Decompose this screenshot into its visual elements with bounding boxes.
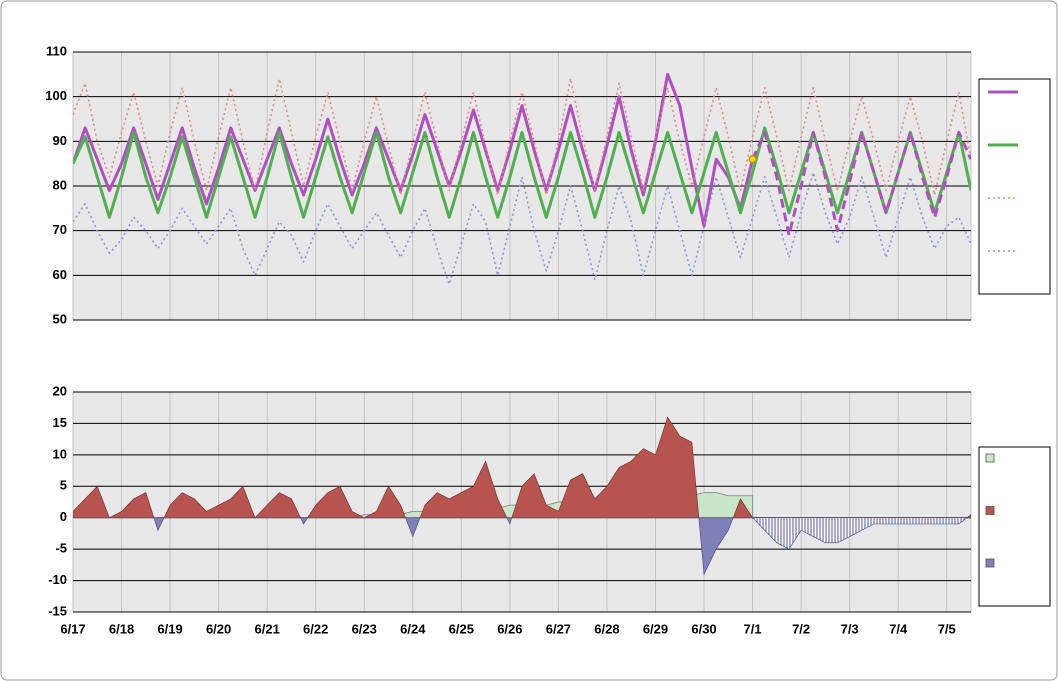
y-tick-label: 20 [53, 383, 67, 398]
x-tick-label: 6/21 [255, 621, 280, 636]
series-group [73, 416, 971, 576]
y-tick-label: 5 [60, 478, 67, 493]
departure-positive [73, 416, 753, 518]
y-tick-label: -15 [48, 603, 67, 618]
x-tick-label: 7/3 [841, 621, 859, 636]
series-line [73, 72, 755, 228]
y-tick-label: 70 [53, 222, 67, 237]
x-tick-label: 7/4 [889, 621, 908, 636]
x-tick-label: 6/22 [303, 621, 328, 636]
y-tick-label: 60 [53, 267, 67, 282]
series-line [73, 171, 971, 286]
y-tick-label: -10 [48, 572, 67, 587]
y-tick-label: 50 [53, 311, 67, 326]
x-tick-label: 6/19 [157, 621, 182, 636]
x-tick-label: 6/27 [546, 621, 571, 636]
departure-negative [752, 517, 971, 550]
legend-swatch [985, 453, 995, 463]
legend-swatch [985, 506, 995, 515]
legend-box [978, 446, 1051, 607]
x-tick-label: 6/17 [60, 621, 85, 636]
y-tick-label: 0 [60, 509, 67, 524]
legend-box [978, 78, 1051, 295]
y-tick-label: 10 [53, 446, 67, 461]
x-tick-label: 7/1 [744, 621, 762, 636]
y-tick-label: 80 [53, 177, 67, 192]
y-tick-label: 110 [46, 43, 67, 58]
x-tick-label: 7/2 [792, 621, 810, 636]
y-tick-label: 100 [45, 88, 67, 103]
x-tick-label: 6/28 [594, 621, 619, 636]
legend-swatch [985, 558, 995, 568]
x-tick-label: 6/24 [400, 621, 426, 636]
x-tick-label: 6/25 [449, 621, 474, 636]
x-tick-label: 6/29 [643, 621, 668, 636]
y-tick-label: 15 [53, 415, 67, 430]
y-tick-label: 90 [53, 133, 67, 148]
x-tick-label: 6/23 [352, 621, 377, 636]
current-marker [748, 155, 757, 164]
x-tick-label: 7/5 [938, 621, 956, 636]
series-group [73, 72, 971, 286]
x-tick-label: 6/26 [497, 621, 522, 636]
x-tick-label: 6/30 [691, 621, 716, 636]
y-tick-label: -5 [55, 541, 67, 556]
x-tick-label: 6/18 [109, 621, 134, 636]
x-tick-label: 6/20 [206, 621, 231, 636]
